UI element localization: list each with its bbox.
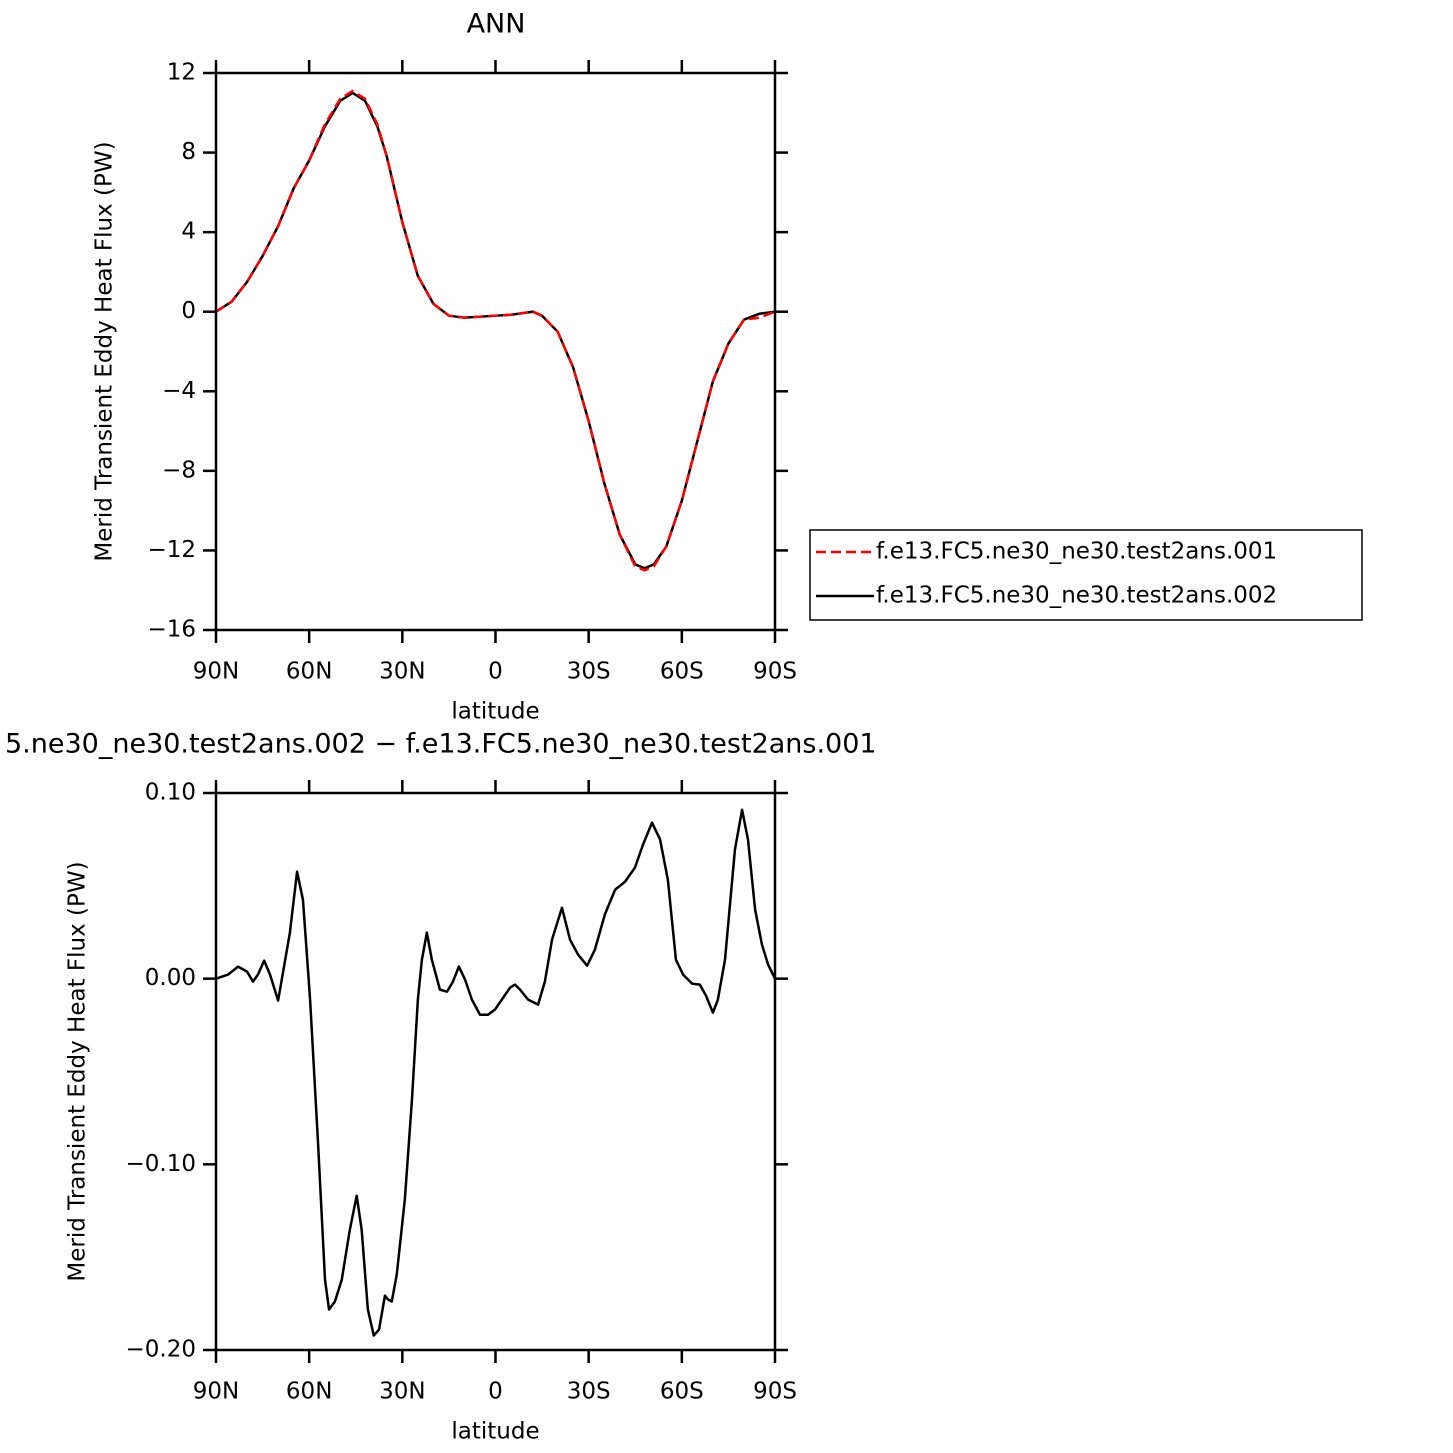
x-tick-label: 30N — [379, 659, 425, 685]
x-tick-label: 60S — [660, 659, 704, 685]
x-tick-label: 60S — [660, 1379, 704, 1405]
legend-label: f.e13.FC5.ne30_ne30.test2ans.001 — [876, 539, 1277, 565]
data-line — [215, 89, 776, 572]
y-tick-label: 0 — [181, 298, 196, 324]
x-tick-label: 90S — [753, 1379, 797, 1405]
y-tick-label: 0.00 — [145, 965, 196, 991]
x-tick-label: 60N — [286, 1379, 332, 1405]
x-tick-label: 90N — [193, 1379, 239, 1405]
chart-title: ANN — [467, 9, 526, 40]
y-tick-label: −8 — [162, 457, 196, 483]
y-tick-label: −4 — [162, 378, 196, 404]
x-tick-label: 90N — [193, 659, 239, 685]
plot-frame — [214, 791, 777, 1352]
x-tick-label: 30N — [379, 1379, 425, 1405]
x-axis-label: latitude — [451, 1419, 539, 1445]
y-tick-label: −0.10 — [126, 1151, 196, 1177]
legend-box — [809, 529, 1363, 621]
x-tick-label: 0 — [488, 1379, 503, 1405]
data-line — [215, 91, 776, 570]
x-tick-label: 60N — [286, 659, 332, 685]
chart-title: 5.ne30_ne30.test2ans.002 − f.e13.FC5.ne3… — [5, 729, 877, 760]
y-axis-label: Merid Transient Eddy Heat Flux (PW) — [65, 861, 91, 1281]
plot-frame — [214, 71, 777, 632]
x-axis-label: latitude — [451, 699, 539, 725]
x-tick-label: 30S — [567, 659, 611, 685]
y-tick-label: 8 — [181, 139, 196, 165]
y-tick-label: −16 — [147, 617, 196, 643]
y-tick-label: 0.10 — [145, 780, 196, 806]
y-tick-label: 12 — [167, 60, 196, 86]
y-axis-label: Merid Transient Eddy Heat Flux (PW) — [92, 141, 118, 561]
x-tick-label: 30S — [567, 1379, 611, 1405]
data-line — [215, 808, 777, 1337]
x-tick-label: 90S — [753, 659, 797, 685]
y-tick-label: −12 — [147, 537, 196, 563]
x-tick-label: 0 — [488, 659, 503, 685]
y-tick-label: 4 — [181, 219, 196, 245]
y-tick-label: −0.20 — [126, 1337, 196, 1363]
legend-label: f.e13.FC5.ne30_ne30.test2ans.002 — [876, 583, 1277, 609]
